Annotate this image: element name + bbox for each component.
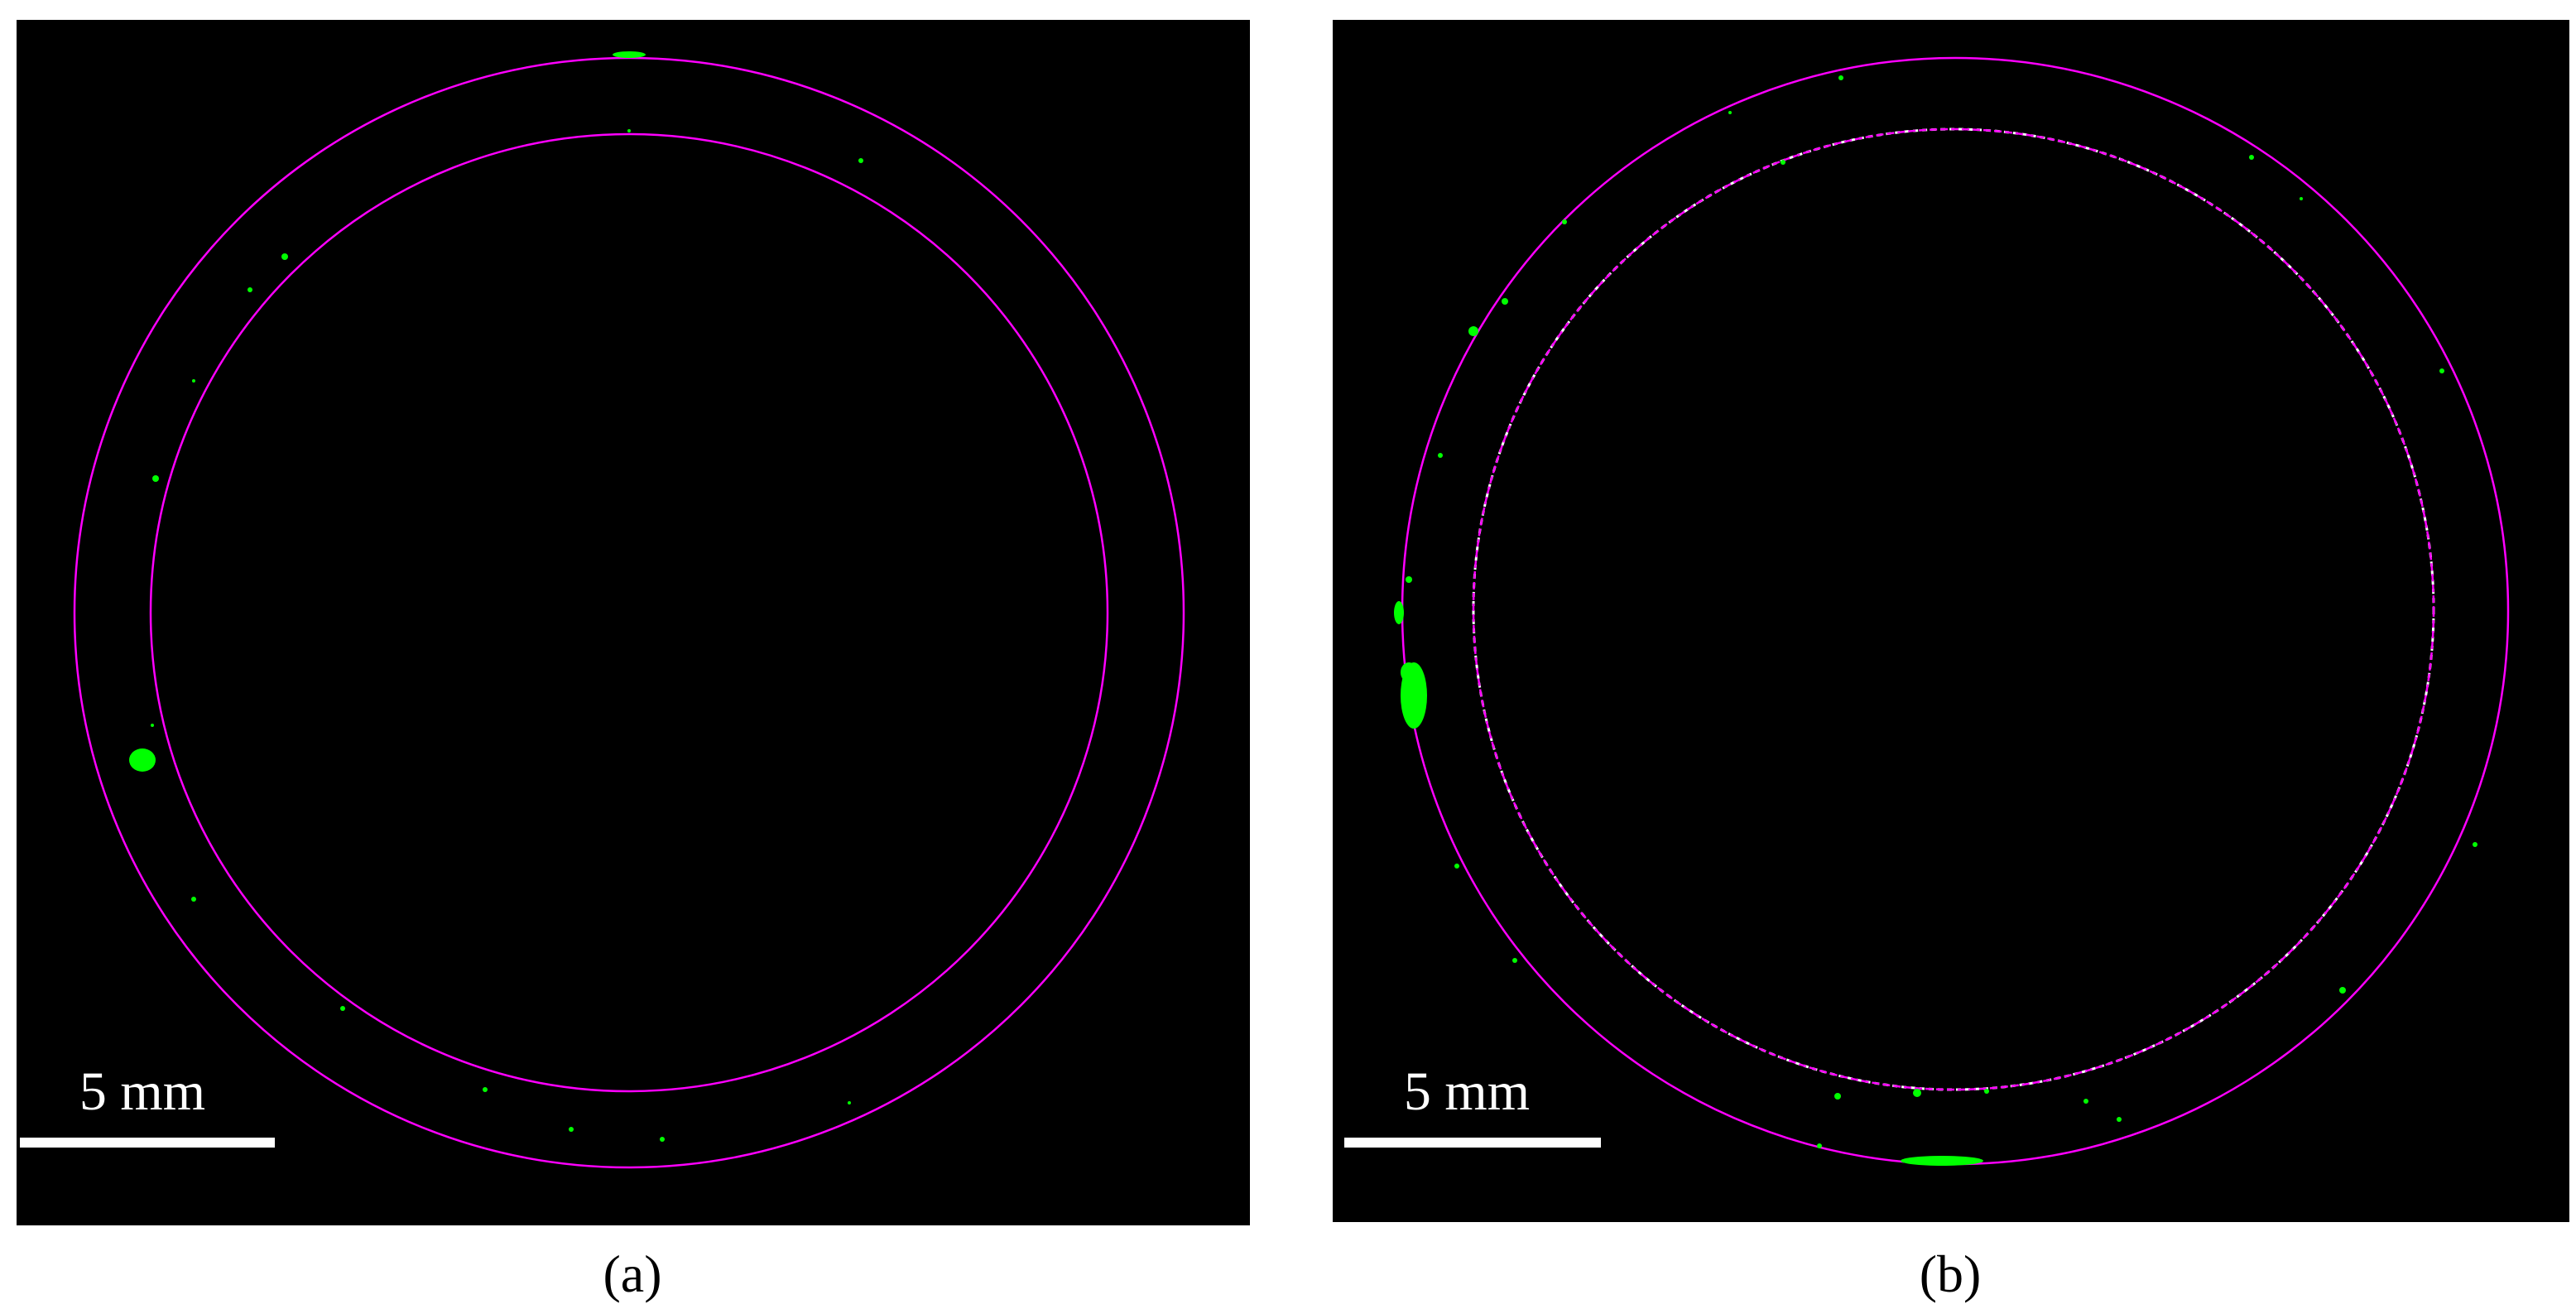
green-speck (660, 1137, 665, 1142)
green-specks (129, 51, 863, 1142)
green-speck (2083, 1099, 2088, 1104)
green-speck (1838, 75, 1843, 80)
green-speck (129, 748, 156, 772)
green-speck (1901, 1156, 1983, 1166)
green-speck (848, 1101, 851, 1104)
panel-b: 5 mm (b) (1333, 20, 2569, 1303)
green-speck (2439, 368, 2444, 373)
panel-a: 5 mm (a) (17, 20, 1250, 1303)
green-speck (281, 253, 288, 260)
green-speck (151, 724, 154, 727)
inner-ring (1472, 128, 2435, 1091)
green-speck (1728, 111, 1732, 114)
green-specks (1394, 75, 2477, 1166)
scale-bar-label: 5 mm (1404, 1061, 1530, 1122)
green-speck (1562, 219, 1567, 224)
green-speck (1913, 1089, 1921, 1097)
green-speck (613, 51, 646, 58)
green-speck (2473, 842, 2477, 847)
green-speck (1502, 298, 1508, 305)
panel-caption: (b) (1920, 1244, 1982, 1303)
green-speck (1454, 864, 1459, 869)
green-speck (569, 1127, 574, 1132)
green-speck (340, 1006, 345, 1011)
green-speck (1817, 1143, 1822, 1148)
green-speck (2339, 987, 2346, 994)
green-speck (1512, 958, 1517, 963)
green-speck (1781, 160, 1785, 165)
image-background (1333, 20, 2569, 1222)
green-speck (1394, 601, 1404, 624)
green-speck (248, 287, 252, 292)
green-speck (191, 897, 196, 902)
green-speck (2300, 197, 2303, 200)
green-speck (2249, 155, 2254, 160)
scale-bar-label: 5 mm (79, 1061, 205, 1122)
green-speck (152, 475, 159, 482)
green-speck (192, 379, 195, 383)
green-speck (1401, 662, 1417, 682)
green-speck (858, 158, 863, 163)
green-speck (1834, 1093, 1841, 1100)
green-speck (1438, 453, 1443, 458)
green-speck (627, 129, 631, 132)
image-background (17, 20, 1250, 1225)
scale-bar (20, 1138, 275, 1148)
green-speck (1406, 576, 1412, 583)
green-speck (1468, 326, 1478, 336)
green-speck (2117, 1117, 2122, 1122)
green-speck (1984, 1089, 1989, 1094)
green-speck (483, 1087, 488, 1092)
inner-ring (149, 132, 1109, 1093)
panel-caption: (a) (603, 1244, 661, 1303)
scale-bar (1344, 1138, 1601, 1148)
